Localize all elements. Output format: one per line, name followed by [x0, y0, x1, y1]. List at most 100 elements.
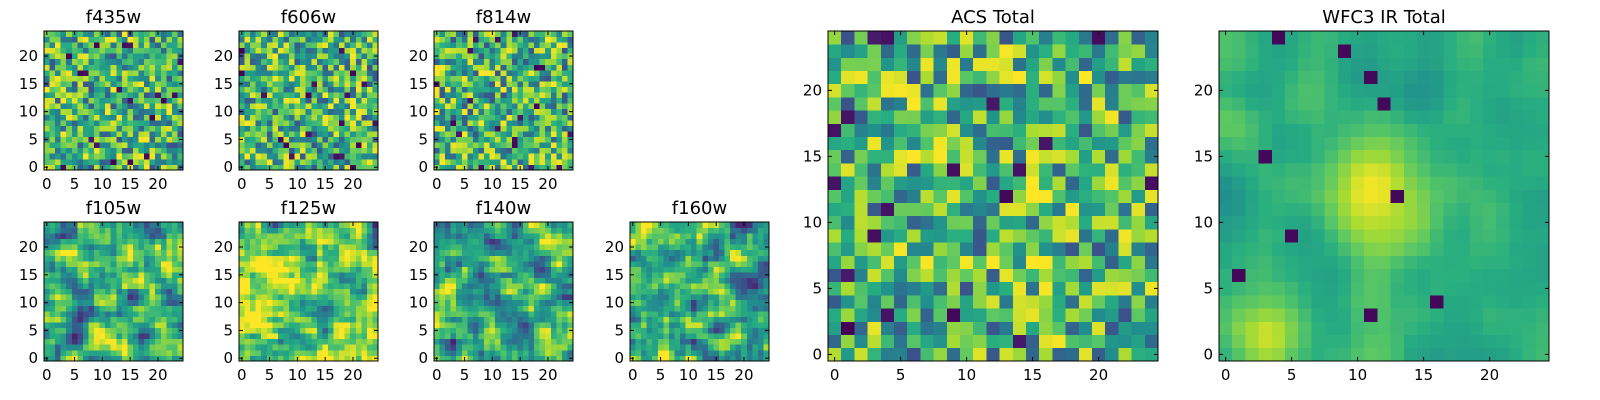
heatmap-cell [77, 222, 84, 228]
heatmap-cell [545, 92, 552, 99]
heatmap-cell [160, 164, 167, 171]
heatmap-cell [283, 42, 290, 49]
heatmap-cell [144, 322, 151, 329]
heatmap-cell [752, 283, 759, 290]
heatmap-cell [266, 92, 273, 99]
heatmap-cell [333, 266, 340, 273]
heatmap-cell [674, 349, 681, 356]
heatmap-cell [630, 288, 636, 295]
heatmap-cell [294, 119, 301, 126]
heatmap-cell [489, 108, 496, 115]
heatmap-cell [456, 119, 463, 126]
heatmap-cell [973, 321, 987, 335]
heatmap-cell [160, 69, 167, 76]
heatmap-cell [283, 108, 290, 115]
heatmap-cell [355, 158, 362, 165]
heatmap-cell [110, 86, 117, 93]
heatmap-cell [522, 344, 529, 351]
heatmap-cell [1092, 176, 1106, 190]
heatmap-cell [472, 327, 479, 334]
heatmap-cell [680, 299, 686, 306]
heatmap-cell [166, 147, 173, 154]
heatmap-cell [556, 333, 563, 340]
heatmap-cell [489, 97, 496, 104]
heatmap-cell [746, 288, 753, 295]
heatmap-cell [561, 227, 568, 234]
heatmap-cell [528, 305, 535, 312]
heatmap-cell [99, 86, 106, 93]
heatmap-cell [327, 114, 334, 121]
heatmap-cell [55, 58, 62, 65]
x-tick-label: 5 [460, 175, 470, 193]
heatmap-cell [283, 316, 290, 323]
heatmap-cell [691, 249, 698, 256]
heatmap-cell [166, 164, 173, 171]
heatmap-cell [718, 310, 725, 317]
heatmap-cell [166, 355, 173, 362]
heatmap-cell [66, 36, 73, 43]
heatmap-cell [567, 249, 574, 256]
heatmap-cell [696, 255, 703, 262]
heatmap-cell [171, 227, 178, 234]
heatmap-cell [472, 349, 479, 356]
heatmap-cell [567, 31, 574, 37]
heatmap-cell [461, 238, 468, 245]
heatmap-cell [244, 238, 251, 245]
heatmap-cell [294, 58, 301, 65]
heatmap-cell [550, 58, 557, 65]
heatmap-cell [55, 310, 62, 317]
heatmap-cell [327, 305, 334, 312]
heatmap-cell [283, 249, 290, 256]
heatmap-cell [322, 75, 329, 82]
heatmap-cell [239, 349, 245, 356]
heatmap-cell [311, 97, 318, 104]
heatmap-cell [478, 42, 485, 49]
heatmap-cell [828, 189, 842, 203]
heatmap-cell [266, 272, 273, 278]
heatmap-cell [489, 327, 496, 334]
heatmap-cell [467, 119, 474, 126]
heatmap-cell [920, 189, 934, 203]
heatmap-cell [339, 349, 346, 356]
heatmap-cell [746, 277, 753, 284]
heatmap-cell [82, 277, 89, 284]
heatmap-cell [327, 249, 334, 256]
heatmap-cell [171, 299, 178, 306]
heatmap-cell [339, 266, 346, 273]
heatmap-cell [116, 294, 123, 301]
heatmap-cell [920, 149, 934, 164]
heatmap-cell [461, 249, 468, 256]
heatmap-cell [718, 333, 725, 340]
heatmap-cell [82, 355, 89, 362]
heatmap-cell [110, 58, 117, 65]
heatmap-cell [545, 255, 552, 262]
heatmap-cell [506, 164, 513, 171]
heatmap-cell [138, 108, 145, 115]
heatmap-cell [322, 47, 329, 54]
heatmap-cell [556, 42, 563, 49]
heatmap-cell [1065, 347, 1080, 362]
heatmap-cell [344, 233, 351, 240]
heatmap-cell [484, 233, 490, 240]
heatmap-cell [445, 42, 452, 49]
heatmap-cell [60, 125, 67, 132]
heatmap-cell [82, 310, 89, 317]
heatmap-cell [110, 266, 117, 273]
heatmap-cell [652, 227, 659, 234]
heatmap-cell [116, 355, 123, 362]
heatmap-cell [495, 244, 502, 251]
heatmap-cell [55, 136, 62, 143]
heatmap-cell [60, 333, 67, 340]
heatmap-cell [94, 338, 100, 345]
heatmap-cell [567, 103, 574, 110]
heatmap-cell [657, 238, 664, 245]
heatmap-cell [366, 75, 373, 82]
heatmap-cell [713, 305, 720, 312]
heatmap-cell [674, 338, 681, 345]
heatmap-cell [88, 164, 95, 171]
heatmap-cell [44, 131, 50, 138]
heatmap-cell [366, 153, 373, 160]
heatmap-cell [641, 338, 648, 345]
heatmap-cell [539, 322, 546, 329]
heatmap-cell [66, 260, 73, 267]
